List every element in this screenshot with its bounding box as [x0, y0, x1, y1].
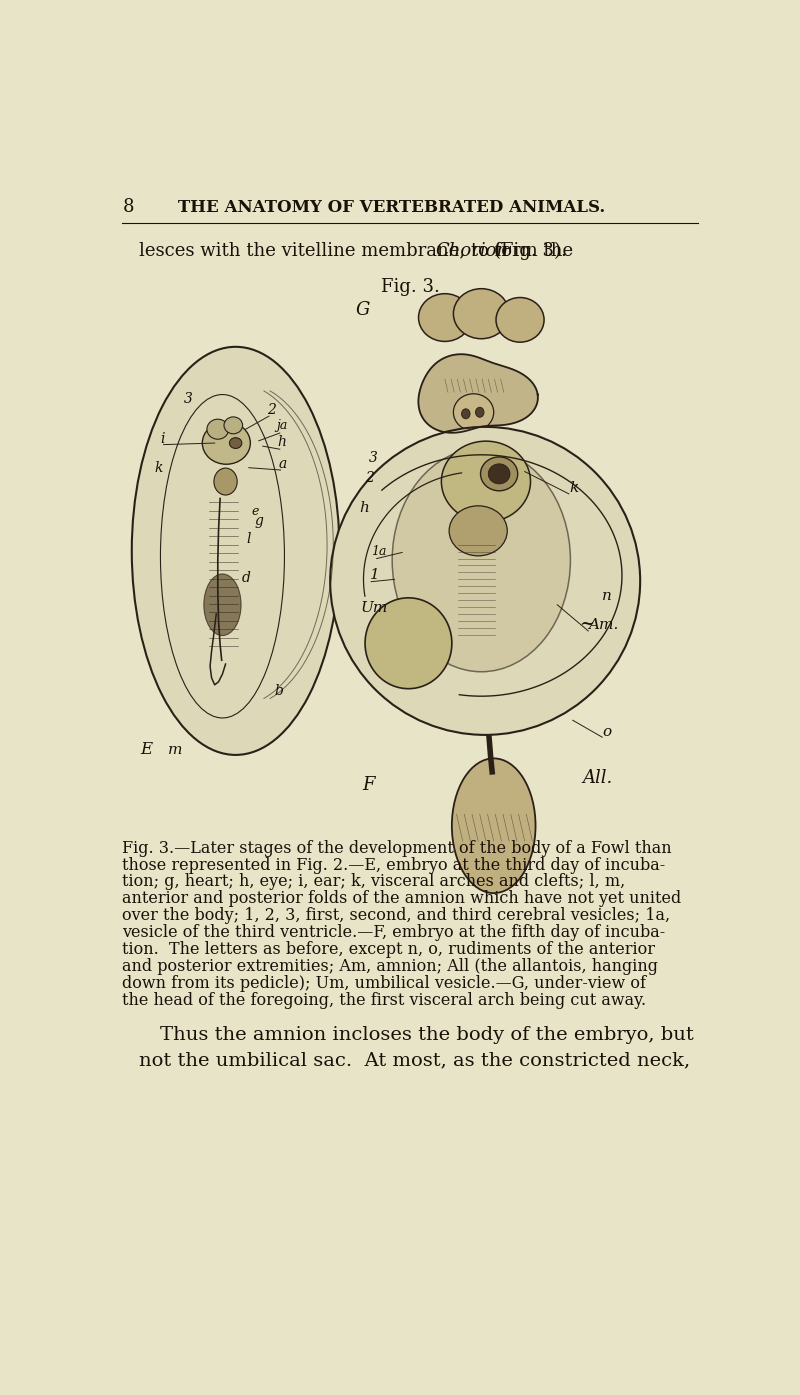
- Text: THE ANATOMY OF VERTEBRATED ANIMALS.: THE ANATOMY OF VERTEBRATED ANIMALS.: [178, 199, 605, 216]
- Text: n: n: [602, 589, 612, 603]
- Ellipse shape: [392, 448, 570, 672]
- Text: 2: 2: [266, 403, 275, 417]
- Text: tion.  The letters as before, except n, o, rudiments of the anterior: tion. The letters as before, except n, o…: [122, 942, 654, 958]
- Text: a: a: [279, 456, 287, 470]
- Text: lesces with the vitelline membrane, to form the: lesces with the vitelline membrane, to f…: [138, 241, 578, 259]
- Text: 1: 1: [370, 568, 379, 582]
- Text: Thus the amnion incloses the body of the embryo, but: Thus the amnion incloses the body of the…: [161, 1025, 694, 1043]
- Text: and posterior extremities; Am, amnion; All (the allantois, hanging: and posterior extremities; Am, amnion; A…: [122, 958, 658, 975]
- Ellipse shape: [204, 573, 241, 636]
- Text: F: F: [362, 776, 374, 794]
- Text: 3: 3: [369, 452, 378, 466]
- Ellipse shape: [214, 469, 237, 495]
- Ellipse shape: [452, 759, 535, 893]
- Text: o: o: [602, 724, 611, 739]
- Text: 2: 2: [365, 470, 374, 484]
- Text: 8: 8: [123, 198, 134, 216]
- Text: d: d: [242, 571, 250, 585]
- Text: the head of the foregoing, the first visceral arch being cut away.: the head of the foregoing, the first vis…: [122, 992, 646, 1009]
- Ellipse shape: [365, 598, 452, 689]
- Polygon shape: [418, 354, 538, 432]
- Text: ja: ja: [277, 420, 288, 432]
- Text: All.: All.: [582, 770, 612, 787]
- Text: G: G: [356, 301, 370, 319]
- Text: down from its pedicle); Um, umbilical vesicle.—G, under-view of: down from its pedicle); Um, umbilical ve…: [122, 975, 646, 992]
- Ellipse shape: [132, 347, 339, 755]
- Ellipse shape: [442, 441, 530, 522]
- Text: Fig. 3.—Later stages of the development of the body of a Fowl than: Fig. 3.—Later stages of the development …: [122, 840, 671, 857]
- Text: h: h: [278, 435, 286, 449]
- Text: Um: Um: [361, 601, 388, 615]
- Ellipse shape: [488, 465, 510, 484]
- Text: tion; g, heart; h, eye; i, ear; k, visceral arches and clefts; l, m,: tion; g, heart; h, eye; i, ear; k, visce…: [122, 873, 625, 890]
- Ellipse shape: [418, 294, 471, 342]
- Text: over the body; 1, 2, 3, first, second, and third cerebral vesicles; 1a,: over the body; 1, 2, 3, first, second, a…: [122, 907, 670, 925]
- Text: Fig. 3.: Fig. 3.: [381, 278, 439, 296]
- Text: k: k: [154, 460, 162, 474]
- Text: g: g: [255, 515, 264, 529]
- Text: h: h: [360, 501, 370, 515]
- Ellipse shape: [207, 418, 229, 439]
- Text: 3: 3: [184, 392, 193, 406]
- Text: vesicle of the third ventricle.—F, embryo at the fifth day of incuba-: vesicle of the third ventricle.—F, embry…: [122, 925, 665, 942]
- Text: i: i: [161, 432, 165, 446]
- Text: those represented in Fig. 2.—E, embryo at the third day of incuba-: those represented in Fig. 2.—E, embryo a…: [122, 857, 665, 873]
- Text: l: l: [246, 531, 251, 547]
- Ellipse shape: [496, 297, 544, 342]
- Ellipse shape: [454, 289, 509, 339]
- Text: not the umbilical sac.  At most, as the constricted neck,: not the umbilical sac. At most, as the c…: [138, 1052, 690, 1070]
- Text: anterior and posterior folds of the amnion which have not yet united: anterior and posterior folds of the amni…: [122, 890, 681, 907]
- Text: m: m: [168, 744, 182, 757]
- Text: e: e: [251, 505, 258, 519]
- Text: E: E: [140, 741, 153, 757]
- Ellipse shape: [230, 438, 242, 448]
- Text: k: k: [569, 481, 578, 495]
- Text: Am.: Am.: [588, 618, 618, 632]
- Text: Chorion: Chorion: [435, 241, 508, 259]
- Text: 1a: 1a: [371, 544, 386, 558]
- Text: ~: ~: [579, 615, 594, 633]
- Ellipse shape: [462, 409, 470, 418]
- Circle shape: [330, 427, 640, 735]
- Ellipse shape: [224, 417, 242, 434]
- Text: (Fig. 3).: (Fig. 3).: [494, 241, 566, 259]
- Ellipse shape: [449, 506, 507, 555]
- Ellipse shape: [202, 421, 250, 465]
- Ellipse shape: [481, 458, 518, 491]
- Ellipse shape: [454, 393, 494, 431]
- Ellipse shape: [475, 407, 484, 417]
- Text: b: b: [274, 684, 283, 698]
